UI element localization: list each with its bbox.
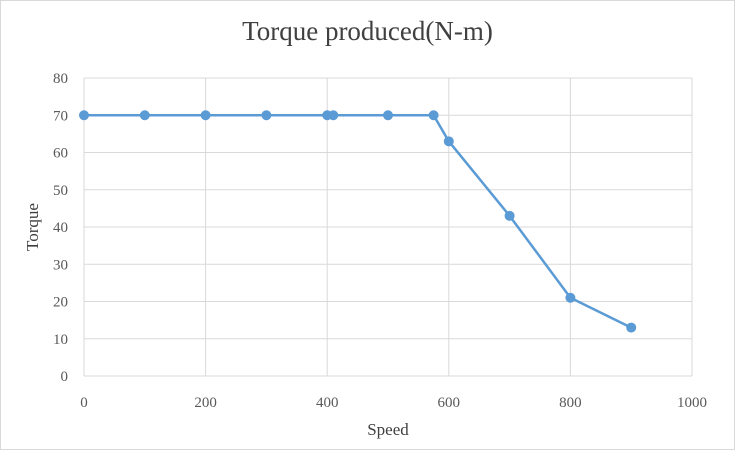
data-point xyxy=(79,110,89,121)
y-tick-label: 50 xyxy=(53,183,68,199)
data-point xyxy=(261,110,272,121)
y-tick-label: 30 xyxy=(53,257,68,273)
y-tick-label: 10 xyxy=(53,332,68,348)
y-tick-label: 60 xyxy=(53,146,68,162)
series-line xyxy=(84,114,632,329)
x-axis-label: Speed xyxy=(367,420,409,439)
data-point xyxy=(626,322,637,333)
data-point xyxy=(383,110,393,121)
x-tick-label: 200 xyxy=(194,395,217,411)
y-tick-labels: 0 10 20 30 40 50 60 70 80 xyxy=(53,71,68,385)
data-series xyxy=(79,110,637,333)
y-tick-label: 70 xyxy=(53,108,68,124)
data-point xyxy=(139,110,150,121)
y-tick-label: 0 xyxy=(61,369,69,385)
x-tick-labels: 0 200 400 600 800 1000 xyxy=(80,395,707,411)
data-point xyxy=(565,292,576,303)
data-point xyxy=(504,210,515,221)
data-point xyxy=(328,110,339,121)
x-tick-label: 600 xyxy=(438,395,461,411)
x-tick-label: 400 xyxy=(316,395,339,411)
x-tick-label: 1000 xyxy=(677,395,707,411)
data-point xyxy=(428,110,439,121)
data-point xyxy=(443,136,454,147)
y-tick-label: 40 xyxy=(53,220,68,236)
y-tick-label: 20 xyxy=(53,295,68,311)
x-tick-label: 800 xyxy=(559,395,582,411)
y-tick-label: 80 xyxy=(53,71,68,87)
x-tick-label: 0 xyxy=(80,395,88,411)
gridlines xyxy=(83,77,693,377)
data-point xyxy=(200,110,211,121)
chart-title: Torque produced(N-m) xyxy=(242,16,493,46)
